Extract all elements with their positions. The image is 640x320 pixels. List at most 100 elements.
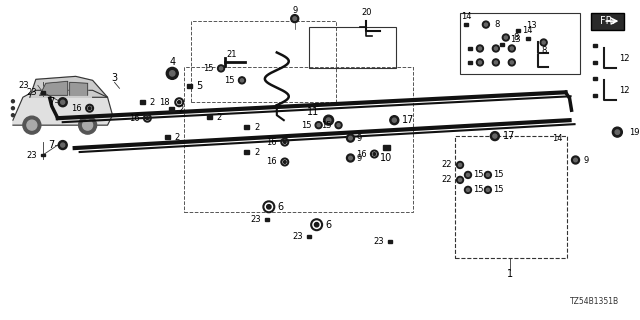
Circle shape — [456, 162, 463, 168]
Circle shape — [573, 158, 577, 162]
Circle shape — [239, 77, 246, 84]
Text: 3: 3 — [111, 73, 118, 83]
Circle shape — [58, 98, 67, 107]
Text: 15: 15 — [204, 64, 214, 73]
Polygon shape — [70, 82, 88, 95]
Circle shape — [492, 59, 499, 66]
Circle shape — [373, 153, 376, 156]
Circle shape — [317, 124, 320, 127]
Bar — [383, 146, 390, 150]
Text: 16: 16 — [266, 157, 277, 166]
Text: 8: 8 — [494, 20, 499, 29]
Circle shape — [572, 156, 579, 164]
Circle shape — [61, 100, 65, 104]
Text: 17: 17 — [503, 131, 515, 141]
Circle shape — [510, 61, 513, 64]
Text: 16: 16 — [266, 138, 277, 147]
Circle shape — [458, 164, 461, 166]
Circle shape — [170, 71, 175, 76]
Circle shape — [478, 61, 481, 64]
Circle shape — [61, 143, 65, 147]
Circle shape — [458, 178, 461, 181]
Circle shape — [456, 176, 463, 183]
Bar — [187, 84, 191, 88]
Text: 2: 2 — [254, 123, 259, 132]
Circle shape — [490, 132, 499, 140]
Circle shape — [540, 39, 547, 46]
Circle shape — [465, 186, 472, 193]
Circle shape — [467, 173, 470, 177]
Bar — [308, 27, 396, 68]
Text: 19: 19 — [629, 128, 640, 137]
Circle shape — [326, 118, 331, 123]
Text: 9: 9 — [356, 133, 362, 143]
Bar — [307, 235, 310, 238]
Circle shape — [79, 116, 97, 134]
Circle shape — [494, 47, 497, 50]
Text: 2: 2 — [174, 132, 179, 141]
Text: 16: 16 — [356, 149, 367, 158]
Circle shape — [508, 59, 515, 66]
Circle shape — [335, 122, 342, 129]
Bar — [593, 44, 597, 47]
Text: 2: 2 — [216, 113, 221, 122]
Polygon shape — [40, 81, 68, 95]
Text: 8: 8 — [541, 46, 547, 55]
Text: 13: 13 — [510, 35, 520, 44]
Text: 13: 13 — [525, 21, 536, 30]
Circle shape — [12, 114, 15, 117]
Bar — [593, 94, 597, 97]
Circle shape — [284, 141, 286, 143]
Text: 14: 14 — [522, 26, 533, 35]
Text: 22: 22 — [442, 175, 452, 184]
Circle shape — [27, 120, 37, 130]
Circle shape — [486, 188, 490, 191]
Text: 7: 7 — [49, 97, 55, 107]
Bar — [525, 37, 530, 40]
Circle shape — [390, 116, 399, 125]
Text: 7: 7 — [49, 140, 55, 150]
Text: 12: 12 — [620, 86, 630, 95]
Bar — [184, 68, 413, 212]
Text: 15: 15 — [473, 185, 483, 194]
Circle shape — [349, 156, 352, 160]
Circle shape — [493, 134, 497, 138]
Circle shape — [465, 172, 472, 179]
Text: 23: 23 — [250, 215, 261, 224]
Text: 2: 2 — [149, 98, 155, 107]
Bar — [244, 125, 250, 129]
Circle shape — [467, 188, 470, 191]
Text: 16: 16 — [71, 104, 82, 113]
Text: 15: 15 — [493, 185, 504, 194]
Text: 22: 22 — [442, 160, 452, 170]
Circle shape — [478, 47, 481, 50]
Bar — [191, 20, 335, 102]
Bar — [169, 108, 173, 111]
Circle shape — [267, 204, 271, 209]
Bar — [468, 47, 472, 50]
Circle shape — [12, 100, 15, 103]
Bar — [593, 77, 597, 80]
Circle shape — [510, 47, 513, 50]
Text: 15: 15 — [225, 76, 235, 85]
Text: 15: 15 — [473, 171, 483, 180]
Bar — [41, 91, 45, 94]
Bar — [164, 135, 170, 139]
Bar — [244, 150, 250, 154]
Text: 23: 23 — [292, 232, 303, 241]
Text: TZ54B1351B: TZ54B1351B — [570, 297, 619, 306]
Bar — [140, 100, 145, 104]
Text: 12: 12 — [620, 54, 630, 63]
Circle shape — [293, 17, 296, 20]
Text: 14: 14 — [552, 133, 563, 143]
Circle shape — [492, 45, 499, 52]
Text: 9: 9 — [292, 6, 298, 15]
Text: 18: 18 — [159, 98, 169, 107]
Bar — [500, 43, 504, 46]
Text: 5: 5 — [196, 81, 202, 91]
Circle shape — [146, 117, 148, 120]
Bar — [468, 61, 472, 64]
Text: 6: 6 — [278, 202, 284, 212]
Bar — [591, 12, 624, 29]
Bar — [464, 23, 468, 26]
